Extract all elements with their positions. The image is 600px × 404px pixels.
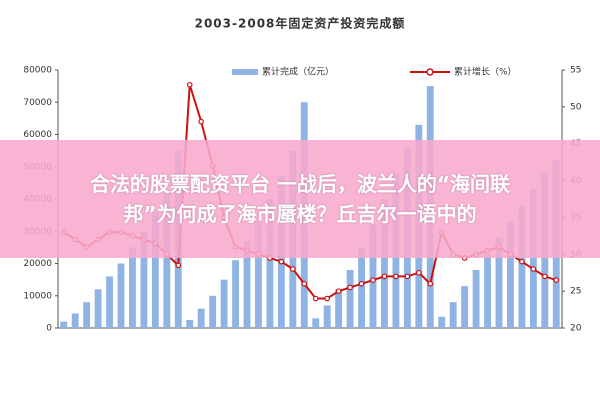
line-marker	[542, 273, 548, 280]
y2-tick-label: 50	[570, 102, 582, 112]
bar	[312, 318, 320, 328]
bar	[209, 295, 217, 328]
bar	[232, 260, 239, 328]
legend-label: 累计完成（亿元）	[262, 66, 334, 78]
chart-title: 2003-2008年固定资产投资完成额	[195, 16, 406, 31]
bar	[369, 224, 377, 328]
y-tick-label: 80000	[23, 66, 52, 76]
line-marker	[370, 277, 376, 283]
line-marker	[530, 266, 537, 272]
line-marker	[301, 280, 308, 287]
line-marker	[175, 262, 182, 269]
y-tick-label: 70000	[23, 98, 52, 108]
y2-tick-label: 25	[570, 287, 581, 297]
y-tick-label: 60000	[23, 130, 52, 140]
y2-tick-label: 20	[570, 324, 582, 334]
bar	[255, 221, 262, 328]
bar	[140, 231, 148, 328]
legend-swatch	[426, 68, 434, 76]
bar	[163, 192, 171, 328]
line-marker	[553, 277, 560, 283]
bar	[266, 199, 274, 328]
bar	[94, 289, 102, 328]
line-marker	[404, 273, 411, 280]
bar	[323, 305, 331, 328]
line-marker	[347, 284, 353, 291]
banner-line: 合法的股票配资平台 一战后，波兰人的“海间联	[89, 172, 511, 196]
line-marker	[416, 269, 422, 276]
line-marker	[393, 273, 399, 280]
bar	[346, 269, 354, 328]
y2-tick-label: 55	[570, 66, 581, 76]
bar	[151, 211, 159, 328]
legend-label: 累计增长（%）	[454, 66, 517, 78]
line-marker	[278, 258, 285, 265]
bar	[243, 240, 251, 328]
bar	[186, 319, 194, 328]
bar	[335, 289, 343, 328]
line-marker	[381, 273, 388, 280]
bar	[472, 269, 480, 328]
bar	[529, 189, 537, 328]
line-marker	[324, 295, 330, 302]
line-marker	[335, 288, 342, 294]
bar	[381, 199, 388, 328]
y-tick-label: 0	[46, 324, 52, 334]
bar	[129, 247, 136, 328]
bar	[358, 247, 365, 328]
bar	[220, 279, 228, 328]
line-marker	[358, 280, 365, 287]
bar	[438, 316, 446, 328]
bar	[461, 286, 469, 328]
bar	[71, 313, 79, 328]
bar	[197, 308, 205, 328]
bar	[60, 321, 68, 328]
line-marker	[519, 258, 525, 265]
line-marker	[312, 295, 319, 302]
line-marker	[198, 118, 204, 125]
bar	[106, 276, 113, 328]
bar	[495, 237, 503, 328]
bar	[83, 302, 91, 328]
legend-swatch	[232, 69, 258, 75]
line-marker	[186, 81, 193, 88]
line-marker	[427, 280, 434, 287]
bar	[507, 221, 514, 328]
bar	[449, 302, 457, 328]
y-tick-label: 20000	[23, 259, 52, 269]
bar	[117, 263, 125, 328]
bar	[518, 205, 526, 328]
banner: 合法的股票配资平台 一战后，波兰人的“海间联 邦”为何成了海市蜃楼？丘吉尔一语中…	[0, 140, 600, 258]
banner-line: 邦”为何成了海市蜃楼？丘吉尔一语中的	[123, 202, 477, 226]
line-marker	[290, 266, 296, 272]
bar	[484, 253, 491, 328]
y-tick-label: 10000	[23, 291, 52, 301]
